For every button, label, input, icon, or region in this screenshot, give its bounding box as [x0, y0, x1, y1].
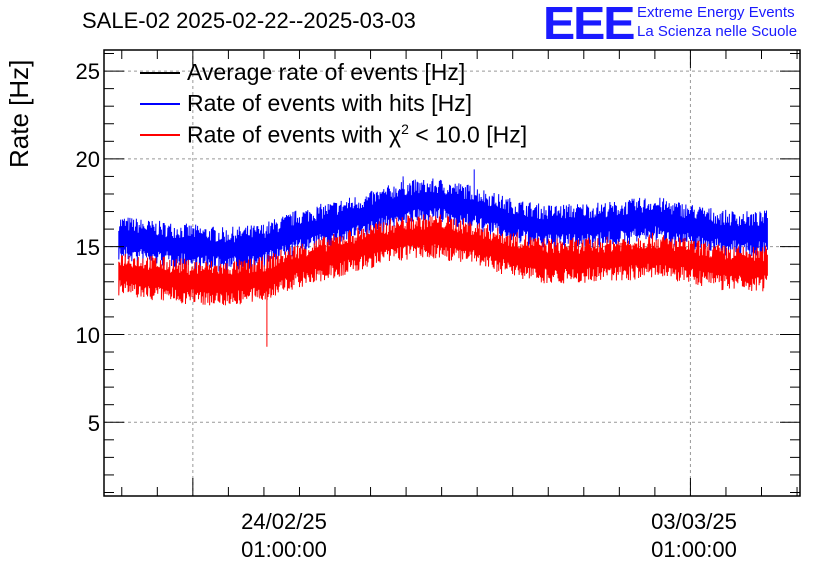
legend-swatch-chi2 [140, 134, 180, 136]
y-tick-label: 25 [75, 59, 100, 84]
x-tick-label: 24/02/25 01:00:00 [214, 508, 354, 564]
chart-title: SALE-02 2025-02-22--2025-03-03 [82, 8, 416, 33]
legend-label-chi2-main: Rate of events with χ [187, 121, 402, 148]
legend-swatch-average [140, 72, 180, 74]
legend-swatch-hits [140, 103, 180, 105]
legend-label-chi2-sup: 2 [401, 121, 409, 137]
x-tick-date: 03/03/25 [651, 509, 737, 534]
y-tick-label: 15 [75, 235, 100, 260]
x-tick-time: 01:00:00 [651, 537, 737, 562]
eee-logo-line2: La Scienza nelle Scuole [637, 23, 798, 40]
legend-label-average: Average rate of events [Hz] [187, 59, 466, 85]
series-line-1 [118, 169, 768, 273]
x-tick-time: 01:00:00 [241, 537, 327, 562]
series-line-2 [118, 214, 768, 347]
plot-frame [103, 49, 801, 497]
x-tick-label: 03/03/25 01:00:00 [624, 508, 764, 564]
y-tick-label: 20 [75, 147, 100, 172]
y-tick-label: 10 [75, 323, 100, 348]
eee-logo-text: Extreme Energy Events La Scienza nelle S… [637, 3, 797, 41]
legend-label-hits: Rate of events with hits [Hz] [187, 90, 473, 116]
legend-label-chi2: Rate of events with χ2 < 10.0 [Hz] [187, 121, 527, 149]
eee-logo: EEE [543, 0, 635, 49]
y-tick-label: 5 [87, 411, 100, 436]
x-tick-date: 24/02/25 [241, 509, 327, 534]
legend-label-chi2-tail: < 10.0 [Hz] [408, 121, 528, 148]
y-axis-label: Rate [Hz] [4, 59, 34, 168]
eee-logo-line1: Extreme Energy Events [637, 4, 795, 21]
